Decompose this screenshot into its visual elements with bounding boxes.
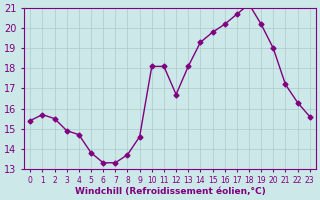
X-axis label: Windchill (Refroidissement éolien,°C): Windchill (Refroidissement éolien,°C) (75, 187, 265, 196)
